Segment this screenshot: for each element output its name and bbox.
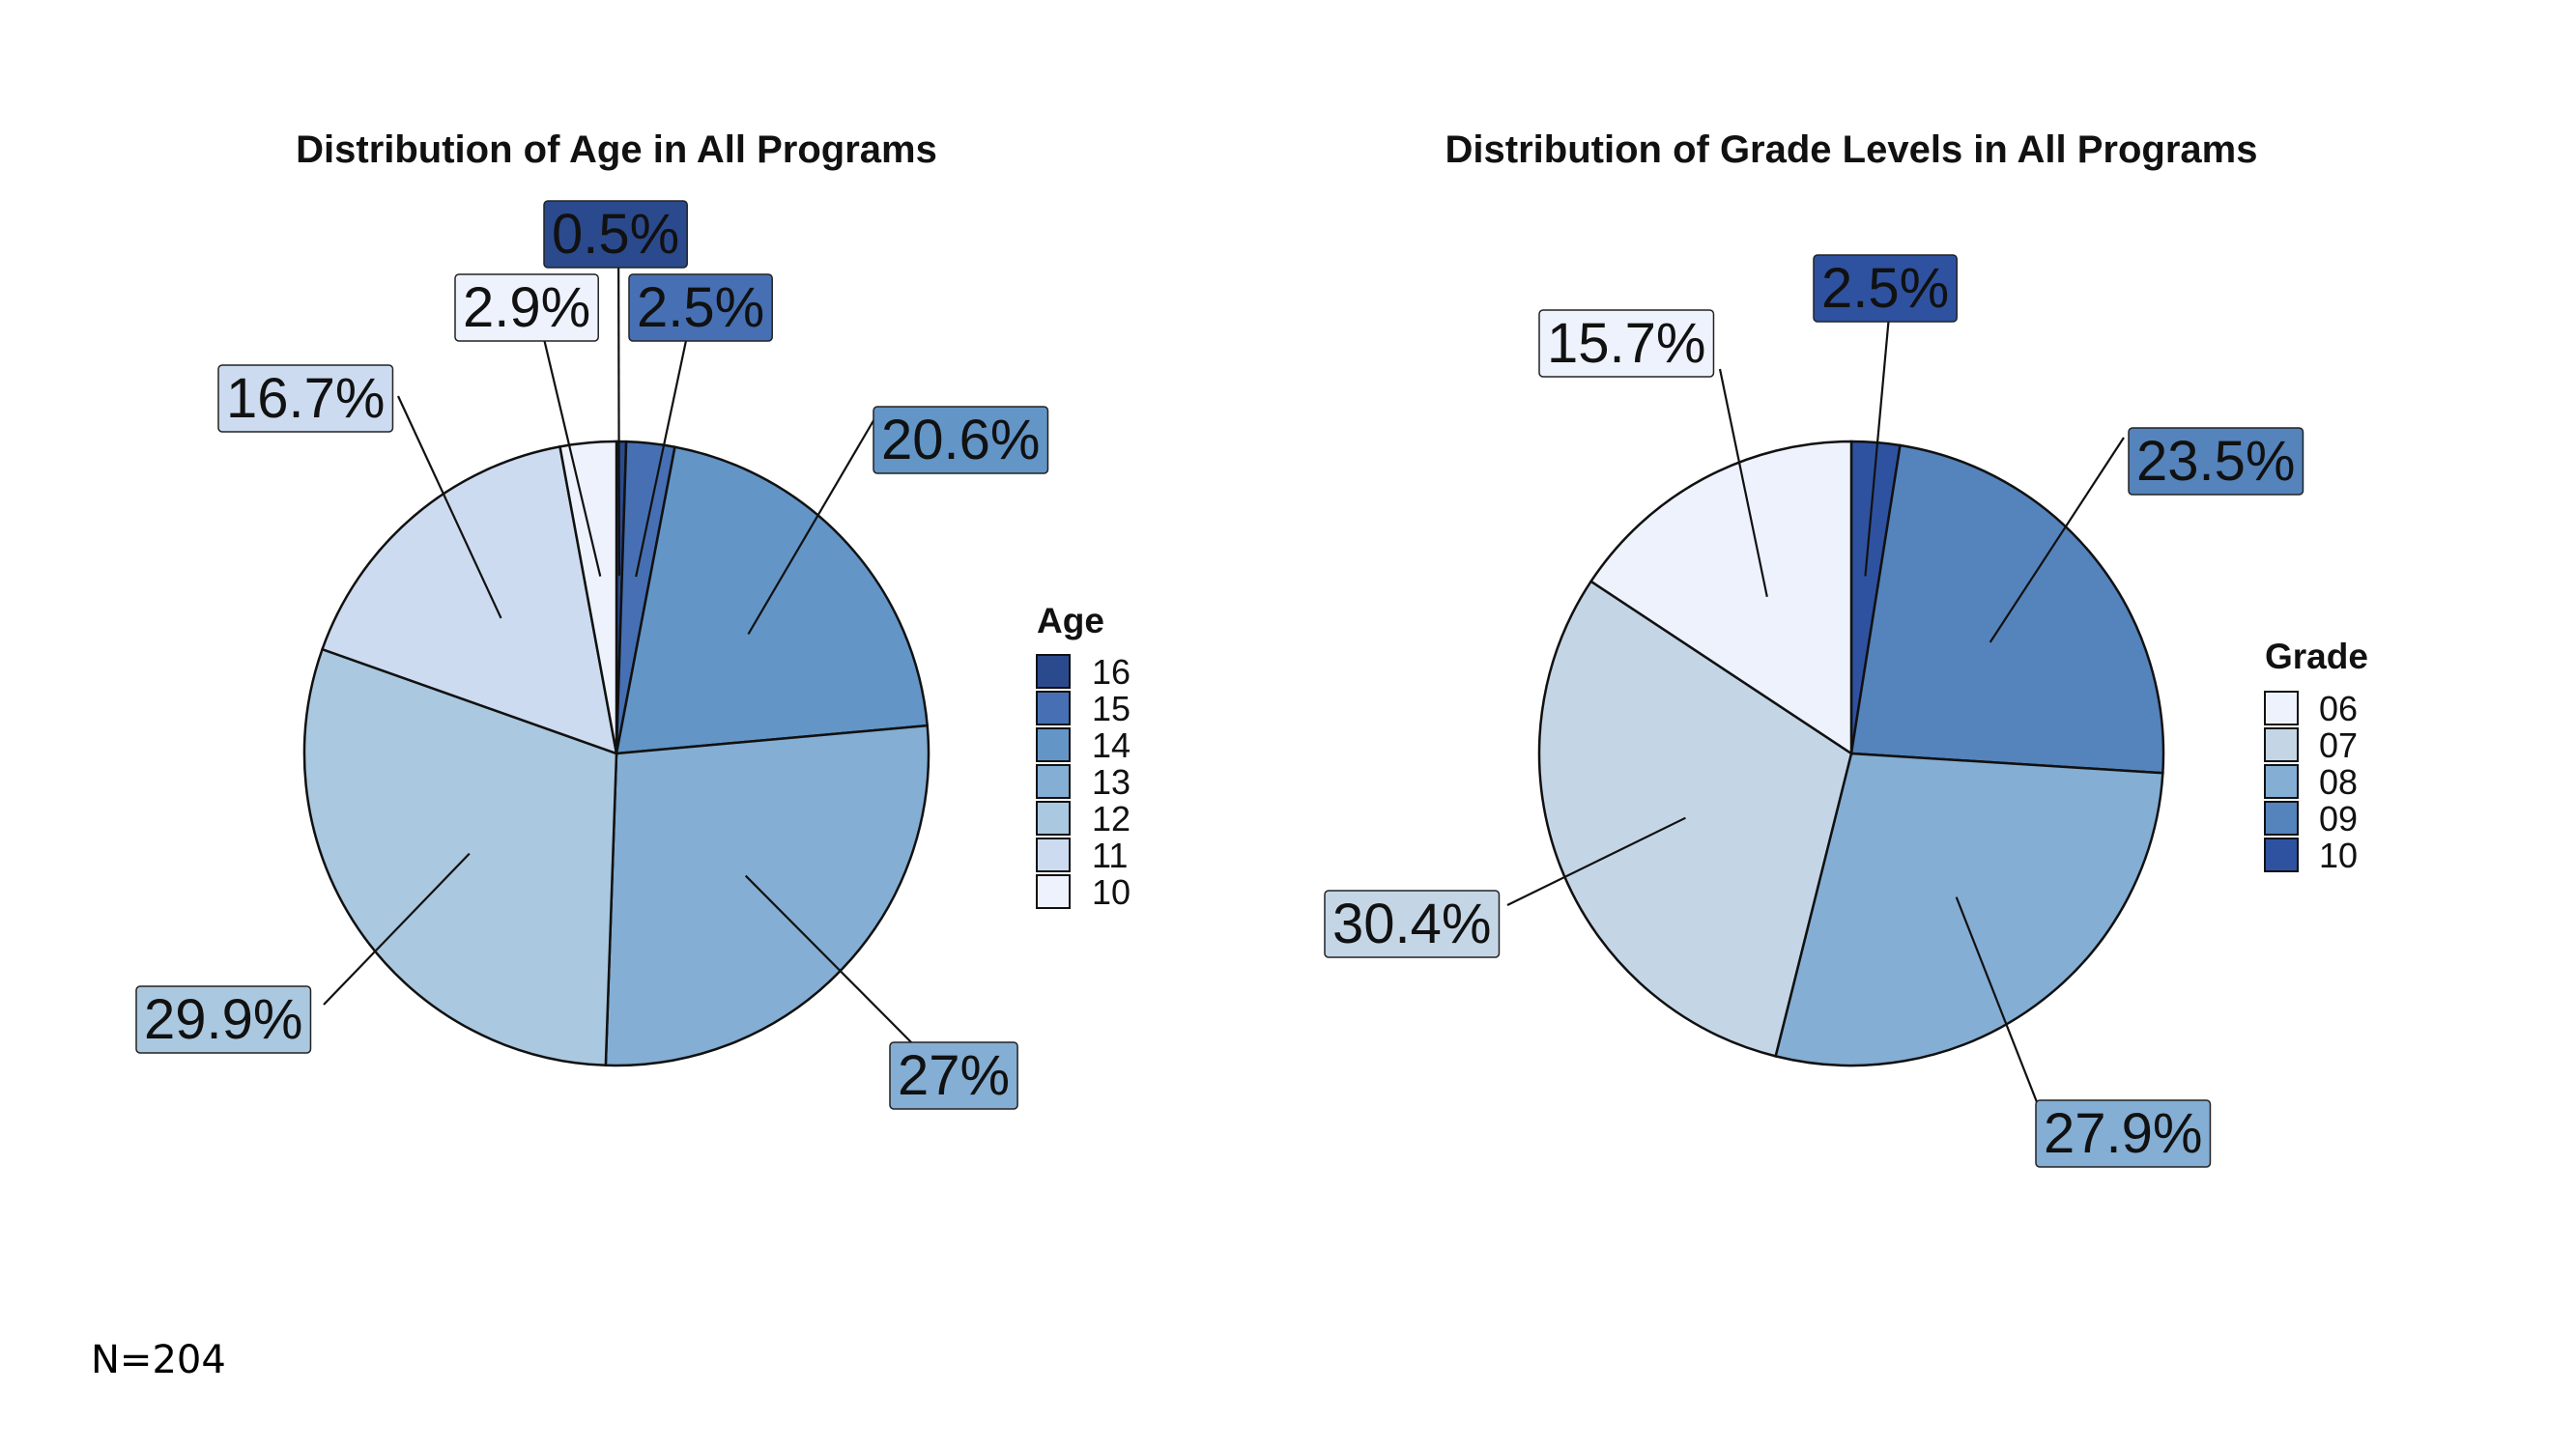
grade-label-box-07 <box>1324 890 1501 958</box>
age-leader-13 <box>744 874 921 1052</box>
age-legend-label-16: 16 <box>1092 652 1131 692</box>
grade-legend-label-07: 07 <box>2319 725 2358 765</box>
age-legend-swatch-10 <box>1036 874 1071 909</box>
age-label-text-14: 20.6% <box>881 409 1040 471</box>
grade-legend-swatch-06 <box>2264 691 2299 725</box>
grade-label-text-06: 15.7% <box>1547 312 1705 375</box>
grade-slice-08 <box>1774 752 2164 1067</box>
age-legend-title: Age <box>1037 601 1104 640</box>
age-legend-label-11: 11 <box>1092 836 1128 875</box>
sample-size-note: N=204 <box>91 1338 226 1382</box>
age-label-13: 27% <box>889 1041 1018 1110</box>
grade-label-09: 23.5% <box>2128 427 2304 496</box>
age-legend-label-10: 10 <box>1092 872 1131 912</box>
age-leader-12 <box>323 852 471 1006</box>
grade-label-text-10: 2.5% <box>1821 257 1949 320</box>
grade-legend-swatch-10 <box>2264 838 2299 872</box>
age-label-box-11 <box>217 364 394 433</box>
grade-label-box-08 <box>2035 1099 2212 1168</box>
age-leader-16 <box>616 210 620 576</box>
grade-label-text-09: 23.5% <box>2136 430 2295 493</box>
age-label-text-16: 0.5% <box>552 203 679 266</box>
age-chart-title: Distribution of Age in All Programs <box>296 128 937 171</box>
grade-legend-swatch-07 <box>2264 727 2299 762</box>
grade-label-text-08: 27.9% <box>2044 1102 2202 1165</box>
age-label-text-11: 16.7% <box>226 367 385 430</box>
age-legend-swatch-12 <box>1036 801 1071 836</box>
age-label-box-14 <box>873 406 1049 474</box>
grade-label-06: 15.7% <box>1538 309 1715 378</box>
grade-label-10: 2.5% <box>1813 254 1958 323</box>
age-leader-14 <box>747 416 876 635</box>
age-slice-13 <box>604 724 930 1067</box>
age-label-text-15: 2.5% <box>637 276 764 339</box>
age-label-15: 2.5% <box>628 273 773 342</box>
grade-leader-10 <box>1864 315 1891 577</box>
age-slices <box>302 440 930 1067</box>
grade-slice-07 <box>1537 580 1853 1058</box>
grade-leader-09 <box>1989 437 2125 643</box>
grade-slice-09 <box>1849 443 2165 775</box>
age-label-10: 2.9% <box>454 273 599 342</box>
grade-legend-label-06: 06 <box>2319 689 2358 728</box>
grade-legend-label-09: 09 <box>2319 799 2358 838</box>
age-label-text-13: 27% <box>898 1044 1010 1107</box>
grade-slices <box>1537 440 2165 1067</box>
age-legend-swatch-11 <box>1036 838 1071 872</box>
grade-legend-swatch-08 <box>2264 764 2299 799</box>
grade-leader-07 <box>1506 816 1686 906</box>
grade-leader-06 <box>1718 368 1768 598</box>
grade-legend-label-08: 08 <box>2319 762 2358 802</box>
grade-label-07: 30.4% <box>1324 890 1501 958</box>
age-slice-14 <box>615 445 930 755</box>
age-label-box-13 <box>889 1041 1018 1110</box>
grade-label-text-07: 30.4% <box>1332 893 1491 955</box>
age-legend-label-14: 14 <box>1092 725 1131 765</box>
grade-chart-title: Distribution of Grade Levels in All Prog… <box>1445 128 2258 171</box>
grade-legend-title: Grade <box>2265 637 2368 676</box>
grade-leader-08 <box>1955 896 2041 1108</box>
age-label-box-10 <box>454 273 599 342</box>
age-pie-chart: Distribution of Age in All Programs 0.5%… <box>135 128 1131 1110</box>
grade-leader-lines <box>1506 315 2125 1108</box>
grade-label-box-06 <box>1538 309 1715 378</box>
age-label-box-16 <box>543 200 688 269</box>
age-label-14: 20.6% <box>873 406 1049 474</box>
age-label-16: 0.5% <box>543 200 688 269</box>
age-label-text-12: 29.9% <box>144 988 302 1051</box>
age-slice-10 <box>558 440 618 754</box>
age-label-11: 16.7% <box>217 364 394 433</box>
grade-legend-label-10: 10 <box>2319 836 2358 875</box>
age-slice-11 <box>320 444 618 755</box>
age-label-12: 29.9% <box>135 985 312 1054</box>
age-label-text-10: 2.9% <box>463 276 590 339</box>
grade-label-box-09 <box>2128 427 2304 496</box>
age-label-box-15 <box>628 273 773 342</box>
age-legend-swatch-15 <box>1036 691 1071 725</box>
age-slice-12 <box>302 647 618 1067</box>
age-label-box-12 <box>135 985 312 1054</box>
age-leader-11 <box>397 395 502 619</box>
age-legend-label-15: 15 <box>1092 689 1131 728</box>
age-legend-swatch-16 <box>1036 654 1071 689</box>
age-legend-label-13: 13 <box>1092 762 1131 802</box>
age-legend-swatch-13 <box>1036 764 1071 799</box>
grade-pie-chart: Distribution of Grade Levels in All Prog… <box>1324 128 2368 1168</box>
grade-label-box-10 <box>1813 254 1958 323</box>
age-legend-swatch-14 <box>1036 727 1071 762</box>
grade-slice-06 <box>1589 440 1853 756</box>
age-legend-label-12: 12 <box>1092 799 1131 838</box>
grade-label-08: 27.9% <box>2035 1099 2212 1168</box>
grade-legend-swatch-09 <box>2264 801 2299 836</box>
grade-data-labels: 2.5% 23.5% 27.9% 30.4% 15.7% <box>1324 254 2304 1168</box>
age-data-labels: 0.5% 2.5% 20.6% 27% 29.9% 16.7% 2.9% <box>135 200 1049 1110</box>
